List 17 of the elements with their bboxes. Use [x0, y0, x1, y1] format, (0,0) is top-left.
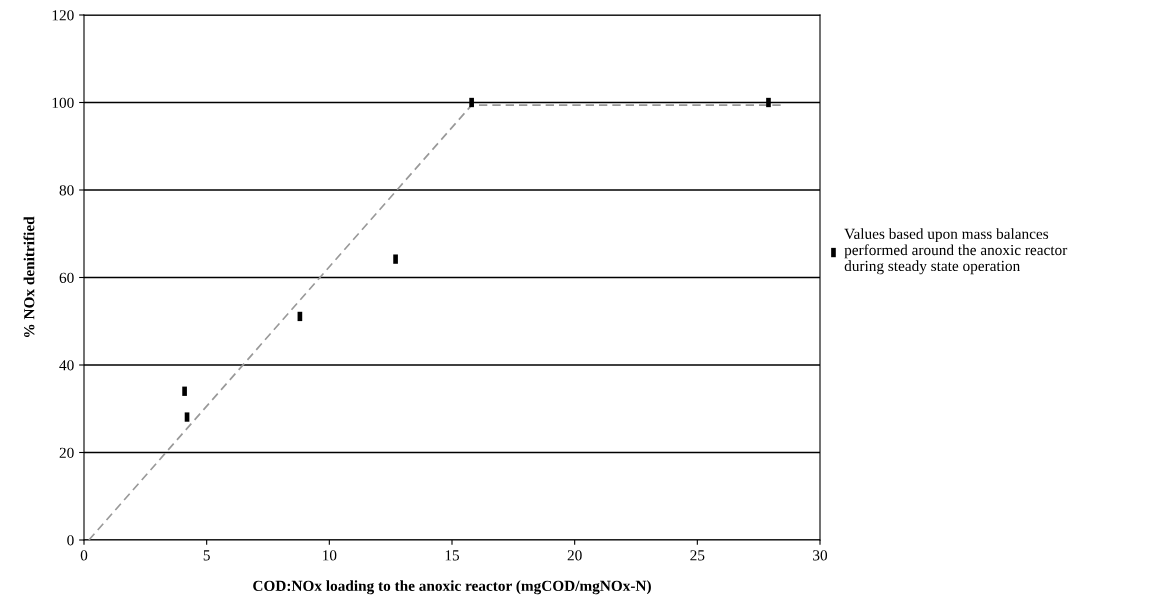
- x-tick-label: 10: [323, 550, 337, 561]
- y-tick-label: 100: [52, 97, 74, 108]
- x-tick-label: 0: [80, 550, 88, 561]
- x-axis-title: COD:NOx loading to the anoxic reactor (mgCOD/mgNOx-N): [253, 580, 651, 595]
- y-tick-label: 0: [67, 535, 74, 546]
- y-tick-label: 20: [59, 447, 74, 458]
- y-tick-label: 40: [59, 360, 74, 371]
- legend-label: Values based upon mass balances performed around the anoxic reactor during steady state operation: [844, 228, 1068, 275]
- y-tick-label: 120: [52, 10, 74, 21]
- y-tick-label: 60: [59, 272, 74, 283]
- x-tick-label: 15: [445, 550, 460, 561]
- x-tick-label: 30: [813, 550, 828, 561]
- x-tick-label: 5: [203, 550, 210, 561]
- x-tick-label: 20: [567, 550, 582, 561]
- y-axis-title: % NOx denitrified: [23, 216, 35, 338]
- y-tick-label: 80: [59, 185, 74, 196]
- x-tick-label: 25: [690, 550, 705, 561]
